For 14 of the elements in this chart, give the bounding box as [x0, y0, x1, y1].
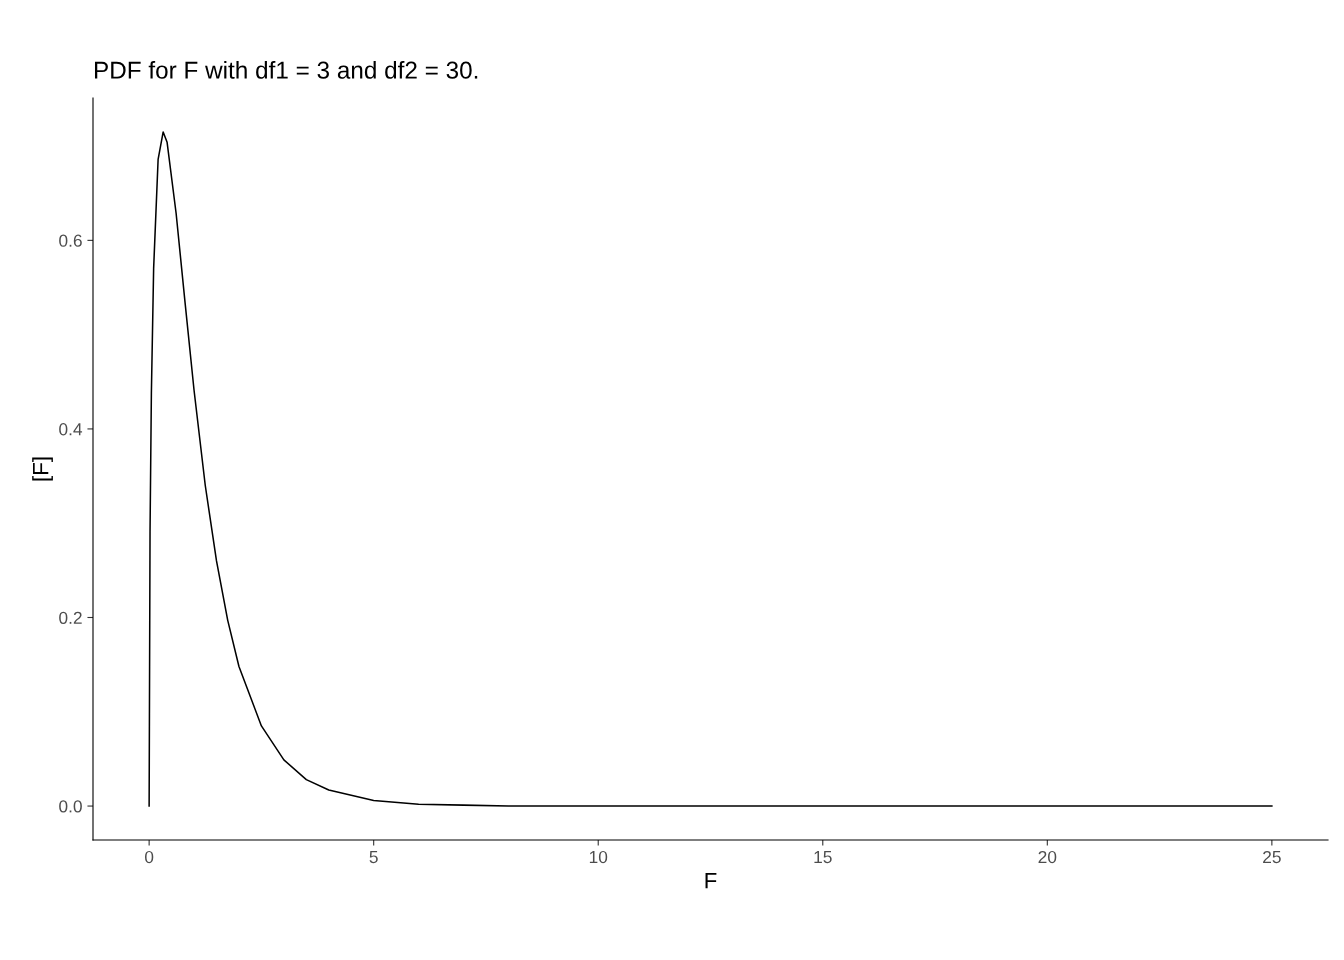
y-tick-label: 0.2	[59, 611, 82, 624]
x-tick-label: 20	[1038, 850, 1057, 864]
y-tick-label: 0.6	[59, 234, 82, 247]
y-tick-label: 0.0	[59, 800, 82, 813]
x-tick-label: 10	[589, 850, 608, 864]
x-tick-label: 0	[144, 850, 154, 864]
x-tick-label: 15	[814, 851, 832, 864]
y-axis-title: [F]	[32, 457, 53, 481]
chart-title: PDF for F with df1 = 3 and df2 = 30.	[94, 60, 478, 79]
x-axis-title: F	[705, 872, 717, 889]
x-tick-label: 25	[1263, 850, 1281, 864]
line-series	[148, 131, 1273, 807]
x-tick-label: 5	[369, 851, 378, 864]
y-tick-label: 0.4	[59, 423, 83, 436]
